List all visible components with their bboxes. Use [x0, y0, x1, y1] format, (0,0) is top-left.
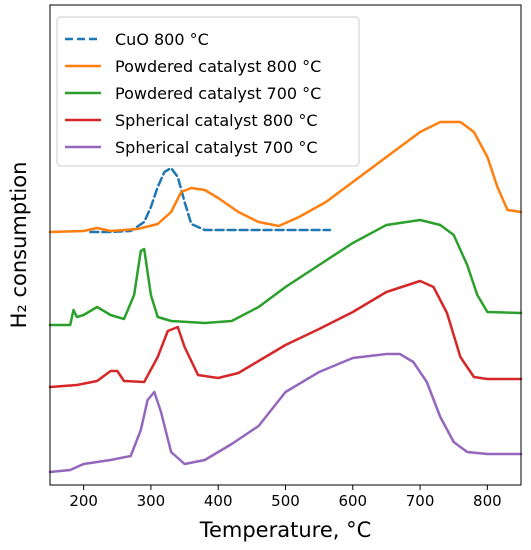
x-axis-label: Temperature, °C	[199, 518, 372, 542]
legend: CuO 800 °C Powdered catalyst 800 °C Powder…	[56, 16, 360, 167]
x-tick-label: 600	[338, 492, 367, 510]
y-axis-label: H₂ consumption	[7, 162, 31, 329]
x-axis: 200 300 400 500 600 700 800	[69, 485, 502, 510]
x-tick-label: 200	[69, 492, 98, 510]
legend-label-3: Spherical catalyst 800 °C	[115, 111, 318, 130]
series-line-4	[48, 352, 523, 474]
legend-label-2: Powdered catalyst 700 °C	[115, 84, 321, 103]
plot-lines	[48, 120, 523, 474]
legend-box	[56, 16, 360, 167]
x-tick-label: 300	[137, 492, 166, 510]
legend-label-1: Powdered catalyst 800 °C	[115, 57, 321, 76]
x-tick-label: 400	[204, 492, 233, 510]
x-tick-label: 800	[473, 492, 502, 510]
series-line-2	[48, 218, 523, 327]
series-line-1	[48, 120, 523, 234]
x-tick-label: 500	[271, 492, 300, 510]
legend-label-4: Spherical catalyst 700 °C	[115, 138, 318, 157]
series-line-3	[48, 279, 523, 389]
series-line-0	[89, 166, 332, 234]
x-tick-label: 700	[406, 492, 435, 510]
legend-label-0: CuO 800 °C	[115, 30, 209, 49]
